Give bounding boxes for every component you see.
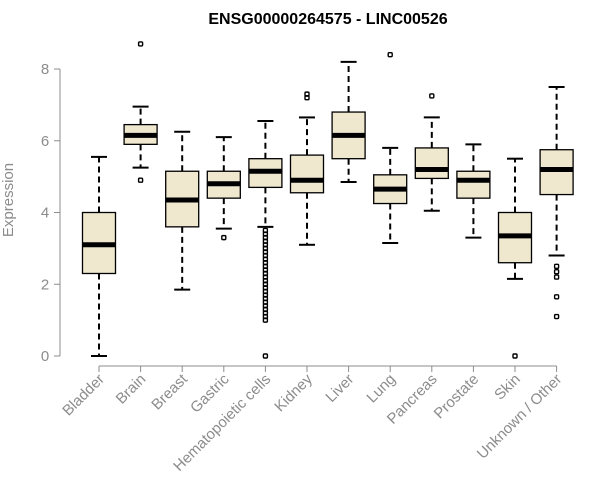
box-group: [289, 91, 325, 246]
outlier-point: [262, 317, 269, 323]
outlier-point: [221, 234, 227, 241]
box-group: [331, 60, 366, 184]
y-axis: 0 2 4 6 8: [41, 61, 61, 365]
box-group: [81, 155, 117, 357]
outlier-point: [553, 313, 560, 320]
box-group: [373, 51, 408, 244]
y-tick-label: 6: [41, 133, 49, 150]
box: [289, 154, 325, 194]
x-tick-label: Lung: [363, 371, 399, 407]
y-axis-label: Expression: [0, 163, 17, 237]
y-tick-label: 4: [41, 205, 49, 222]
x-tick-label: Brain: [113, 371, 150, 408]
chart-title: ENSG00000264575 - LINC00526: [208, 11, 447, 28]
box-series: [81, 41, 574, 359]
x-tick-label: Kidney: [271, 370, 316, 415]
box-group: [414, 93, 449, 212]
outlier-point: [512, 353, 518, 359]
box-group: [248, 120, 283, 359]
outlier-point: [553, 268, 560, 275]
box-group: [497, 157, 533, 359]
outlier-point: [137, 41, 144, 47]
outlier-point: [553, 274, 560, 280]
outlier-point: [137, 177, 144, 183]
box-group: [539, 85, 574, 320]
x-tick-label: Bladder: [59, 371, 108, 420]
box: [539, 149, 574, 196]
y-tick-label: 2: [41, 276, 49, 293]
outlier-point: [429, 93, 435, 99]
outlier-point: [553, 294, 560, 300]
x-tick-label: Breast: [148, 370, 191, 413]
outlier-point: [304, 94, 310, 101]
box: [414, 147, 449, 180]
box-group: [165, 130, 200, 291]
box-group: [456, 143, 491, 239]
x-tick-label: Prostate: [431, 371, 483, 423]
x-tick-label: Liver: [322, 371, 357, 406]
box-group: [123, 41, 158, 183]
outlier-point: [262, 353, 269, 359]
outlier-point: [553, 263, 560, 270]
box: [456, 170, 491, 199]
outlier-point: [387, 51, 393, 58]
y-tick-label: 8: [41, 61, 49, 78]
box-group: [206, 136, 241, 241]
x-tick-label: Skin: [491, 371, 524, 404]
y-tick-label: 0: [41, 348, 49, 365]
